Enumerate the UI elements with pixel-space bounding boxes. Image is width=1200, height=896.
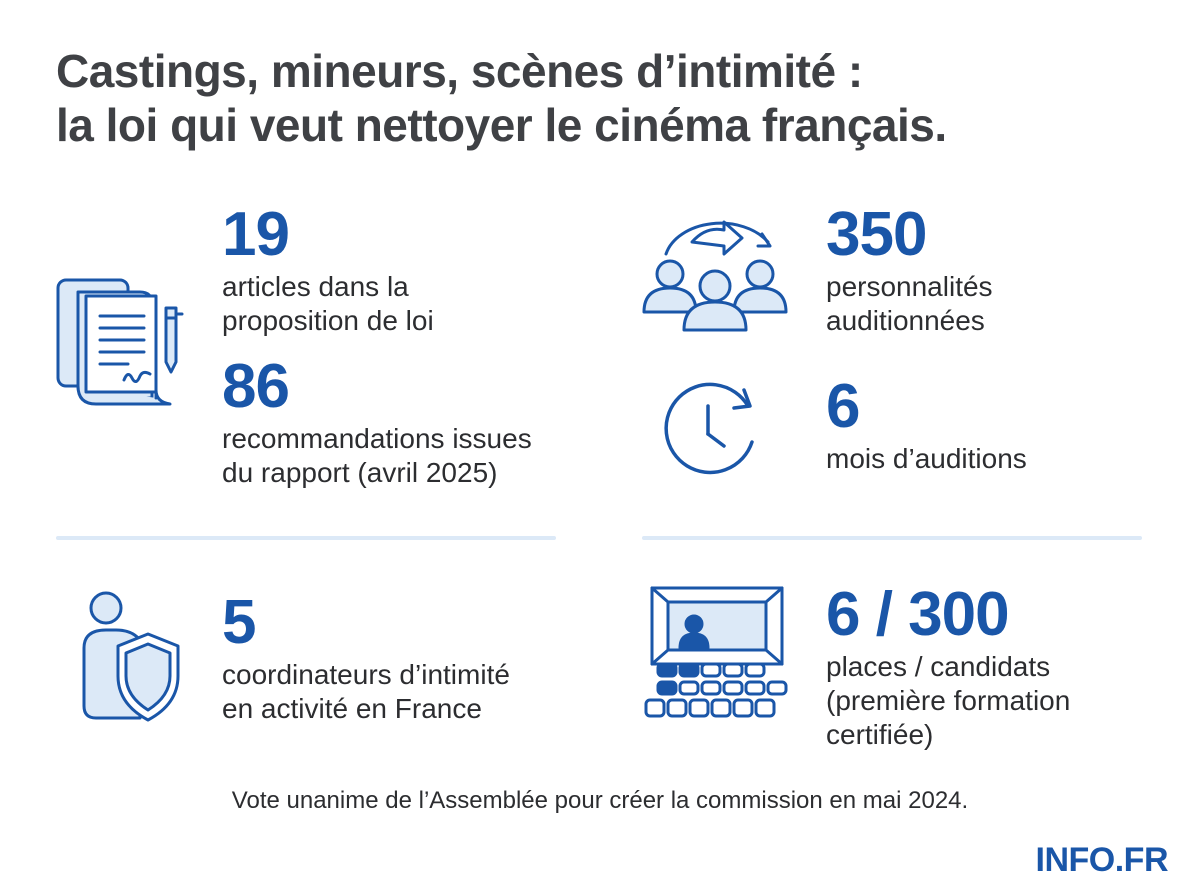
stat-recommandations-label: recommandations issues du rapport (avril… <box>222 423 532 488</box>
stat-places-label: places / candidats (première formation c… <box>826 651 1071 750</box>
stat-personnalites-number: 350 <box>826 200 927 269</box>
title-line-1: Castings, mineurs, scènes d’intimité : <box>56 45 863 97</box>
stat-places: 6 / 300 places / candidats (première for… <box>826 584 1070 752</box>
stat-mois-label: mois d’auditions <box>826 443 1027 474</box>
stat-mois: 6 mois d’auditions <box>826 376 1027 476</box>
title-line-2: la loi qui veut nettoyer le cinéma franç… <box>56 99 947 151</box>
cinema-audience-icon <box>644 586 788 718</box>
stat-mois-number: 6 <box>826 372 860 441</box>
stat-recommandations: 86 recommandations issues du rapport (av… <box>222 356 532 490</box>
stat-coordinateurs-number: 5 <box>222 588 256 657</box>
stat-articles-label: articles dans la proposition de loi <box>222 271 434 336</box>
divider-right <box>642 536 1142 540</box>
stat-coordinateurs-label: coordinateurs d’intimité en activité en … <box>222 659 510 724</box>
stat-articles: 19 articles dans la proposition de loi <box>222 204 434 338</box>
footnote: Vote unanime de l’Assemblée pour créer l… <box>231 787 969 814</box>
stat-coordinateurs: 5 coordinateurs d’intimité en activité e… <box>222 592 510 726</box>
stat-personnalites: 350 personnalités auditionnées <box>826 204 993 338</box>
stat-recommandations-number: 86 <box>222 352 290 421</box>
person-shield-icon <box>82 591 180 722</box>
brand-logo: INFO.FR <box>1035 841 1169 879</box>
page-title: Castings, mineurs, scènes d’intimité : l… <box>56 44 1156 152</box>
stat-places-number: 6 / 300 <box>826 580 1010 649</box>
divider-left <box>56 536 556 540</box>
clock-icon <box>664 382 754 475</box>
people-rotation-icon <box>642 220 788 332</box>
document-pen-icon <box>56 278 184 406</box>
stat-articles-number: 19 <box>222 200 290 269</box>
stat-personnalites-label: personnalités auditionnées <box>826 271 993 336</box>
